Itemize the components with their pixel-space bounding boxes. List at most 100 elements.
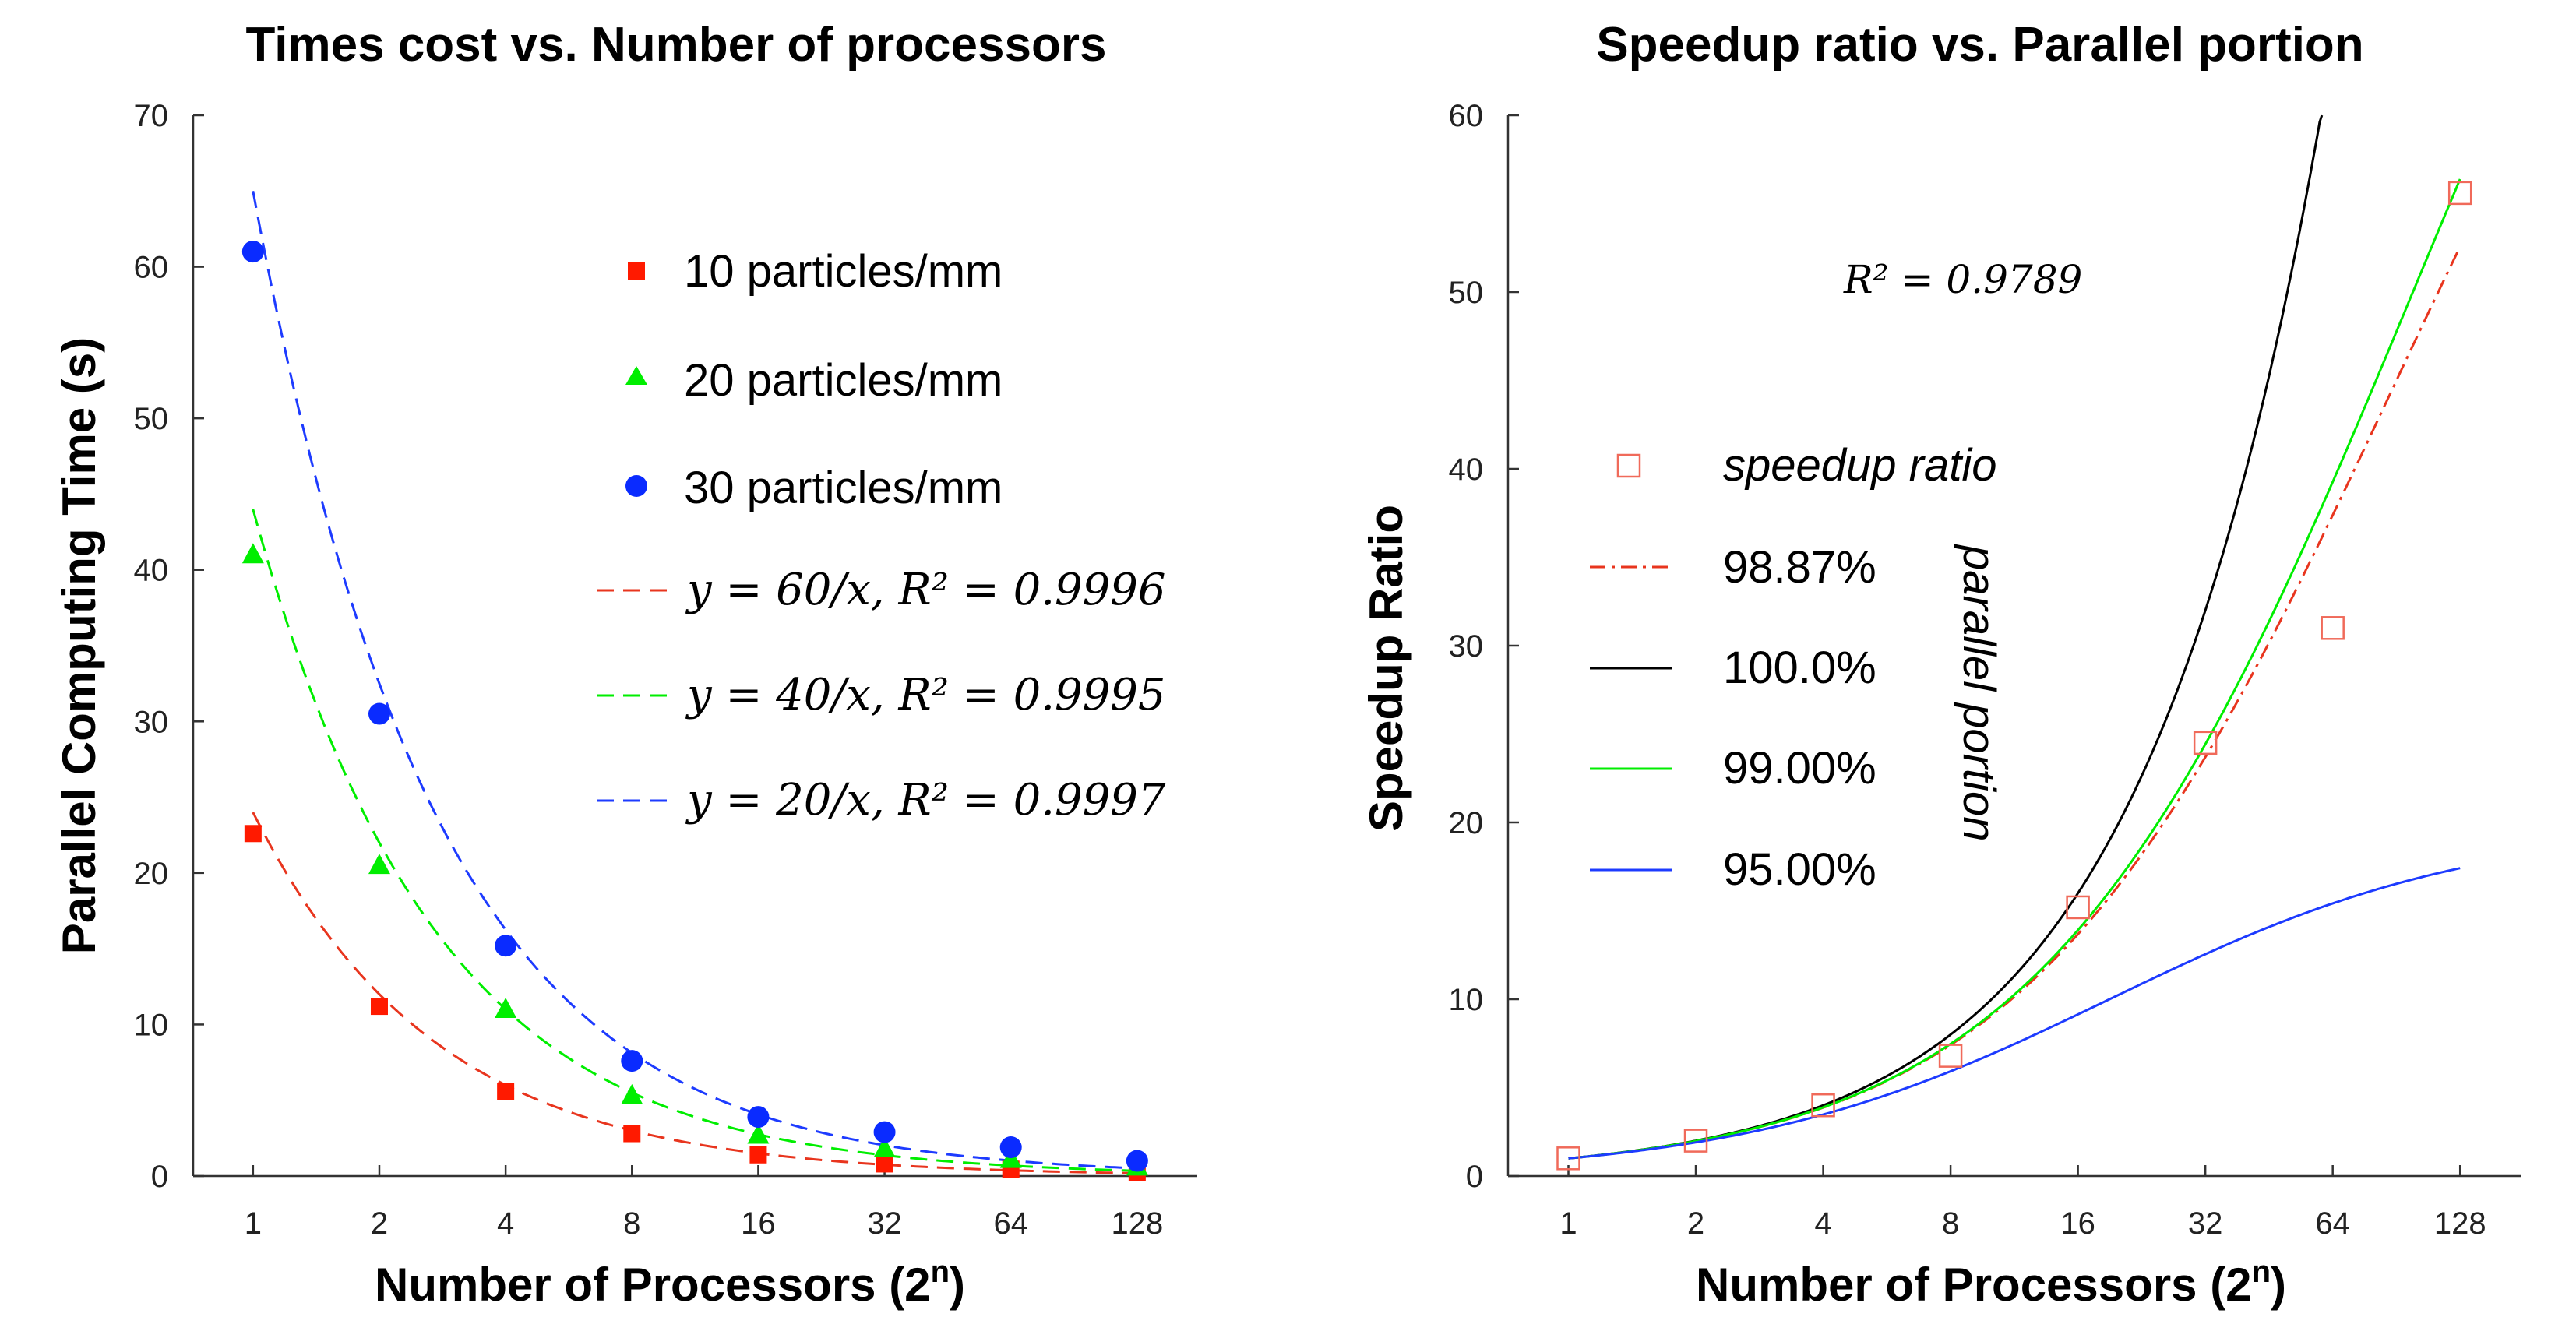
left-y-tick-label: 70	[134, 99, 169, 133]
right-x-axis-label-sup: n	[2252, 1255, 2271, 1289]
legend-label-98-87: 98.87%	[1723, 542, 1876, 593]
left-plot-area: 0 10 20 30 40 50 60 70 1 2 4 8 16 32 64 128	[134, 99, 1197, 1241]
speedup-ratio-point	[1938, 1044, 1963, 1068]
data-point-triangle	[747, 1123, 770, 1144]
speedup-ratio-point	[1683, 1129, 1708, 1153]
legend-label-95: 95.00%	[1723, 844, 1876, 895]
right-x-tick-label: 1	[1559, 1206, 1577, 1241]
right-speedup-markers	[1556, 181, 2472, 1171]
speedup-ratio-point	[2321, 616, 2345, 640]
right-x-tick-label: 4	[1814, 1206, 1831, 1241]
data-point-circle	[621, 1050, 643, 1072]
right-x-axis-label-main: Number of Processors (2	[1696, 1259, 2252, 1311]
fit-curve-1	[252, 812, 1137, 1174]
left-x-tick-label: 64	[993, 1206, 1028, 1241]
data-point-square	[623, 1125, 641, 1143]
legend-label-10-particles: 10 particles/mm	[684, 246, 1003, 297]
left-x-axis-label-close: )	[950, 1259, 965, 1311]
left-y-tick-label: 10	[134, 1008, 169, 1042]
left-x-tick-label: 32	[867, 1206, 902, 1241]
right-x-tick-label: 8	[1942, 1206, 1959, 1241]
speedup-curve-9500	[1568, 867, 2461, 1160]
legend-label-fit-20: y = 20/x, R² = 0.9997	[685, 775, 1166, 826]
fit-curve-3	[252, 191, 1137, 1170]
legend-label-speedup-ratio: speedup ratio	[1723, 440, 1996, 491]
legend-marker-30-particles	[625, 475, 647, 497]
right-speedup-curves	[1568, 114, 2461, 1160]
left-x-tick-label: 8	[623, 1206, 640, 1241]
data-point-circle	[495, 935, 517, 957]
data-point-circle	[873, 1121, 896, 1143]
right-y-tick-label: 50	[1449, 276, 1484, 310]
data-point-square	[749, 1146, 767, 1164]
data-point-triangle	[368, 854, 390, 875]
legend-title-parallel-portion: parallel portion	[1954, 544, 2004, 841]
left-x-axis-label: Number of Processors (2n)	[375, 1255, 965, 1311]
left-x-axis-label-sup: n	[931, 1255, 950, 1289]
speedup-ratio-point	[2447, 181, 2472, 206]
speedup-ratio-point	[1811, 1093, 1835, 1118]
right-x-tick-label: 2	[1687, 1206, 1704, 1241]
left-y-tick-label: 30	[134, 705, 169, 739]
speedup-ratio-point	[1556, 1146, 1580, 1171]
legend-marker-10-particles	[628, 262, 645, 280]
right-x-ticks: 1 2 4 8 16 32 64 128	[1559, 1165, 2486, 1241]
speedup-curve-9887	[1568, 246, 2461, 1160]
right-y-tick-label: 10	[1449, 983, 1484, 1017]
data-point-square	[497, 1083, 515, 1100]
speedup-ratio-point	[2066, 895, 2090, 920]
left-y-tick-label: 40	[134, 554, 169, 588]
right-y-ticks: 0 10 20 30 40 50 60	[1449, 99, 1519, 1194]
right-legend: speedup ratio 98.87% 100.0% 99.00% 95.00…	[1590, 440, 2004, 895]
right-x-axis-label-close: )	[2271, 1259, 2286, 1311]
legend-label-20-particles: 20 particles/mm	[684, 355, 1003, 406]
fit-curve-2	[252, 509, 1137, 1172]
data-point-circle	[368, 702, 390, 725]
left-data-markers	[241, 241, 1148, 1181]
right-x-tick-label: 16	[2060, 1206, 2095, 1241]
data-point-triangle	[873, 1136, 896, 1157]
right-chart: Speedup ratio vs. Parallel portion 01020…	[1360, 18, 2521, 1311]
right-x-tick-label: 64	[2315, 1206, 2350, 1241]
legend-label-100: 100.0%	[1723, 643, 1876, 693]
left-x-tick-label: 2	[371, 1206, 388, 1241]
right-y-tick-label: 60	[1449, 99, 1484, 133]
left-x-tick-label: 4	[497, 1206, 514, 1241]
right-x-tick-label: 32	[2188, 1206, 2223, 1241]
right-y-tick-label: 30	[1449, 629, 1484, 664]
data-point-circle	[241, 241, 264, 263]
right-y-tick-label: 0	[1466, 1160, 1483, 1194]
right-y-axis-label: Speedup Ratio	[1360, 505, 1412, 832]
right-chart-title: Speedup ratio vs. Parallel portion	[1596, 18, 2363, 72]
left-y-tick-label: 0	[151, 1160, 168, 1194]
left-x-ticks: 1 2 4 8 16 32 64 128	[245, 1165, 1163, 1241]
legend-marker-20-particles	[625, 366, 647, 385]
right-x-axis-label: Number of Processors (2n)	[1696, 1255, 2286, 1311]
data-point-circle	[747, 1106, 770, 1129]
legend-label-30-particles: 30 particles/mm	[684, 463, 1003, 513]
left-y-axis-label: Parallel Computing Time (s)	[53, 337, 105, 954]
data-point-square	[370, 998, 388, 1016]
r-squared-annotation: R² = 0.9789	[1843, 257, 2082, 302]
left-x-tick-label: 1	[245, 1206, 262, 1241]
speedup-curve-9900	[1568, 178, 2461, 1160]
right-x-tick-label: 128	[2434, 1206, 2486, 1241]
data-point-square	[876, 1155, 893, 1173]
legend-label-99: 99.00%	[1723, 743, 1876, 794]
left-fit-curves	[252, 191, 1137, 1174]
data-point-square	[244, 825, 262, 843]
right-y-tick-label: 20	[1449, 806, 1484, 840]
left-y-tick-label: 60	[134, 251, 169, 285]
right-plot-area: 0 10 20 30 40 50 60 1 2 4 8 16 32 64 128	[1449, 99, 2521, 1241]
left-y-tick-label: 20	[134, 857, 169, 891]
legend-label-fit-40: y = 40/x, R² = 0.9995	[685, 670, 1166, 720]
left-legend: 10 particles/mm 20 particles/mm 30 parti…	[597, 246, 1166, 826]
left-chart-title: Times cost vs. Number of processors	[246, 18, 1107, 72]
left-x-tick-label: 128	[1111, 1206, 1163, 1241]
data-point-triangle	[241, 543, 264, 564]
legend-label-fit-60: y = 60/x, R² = 0.9996	[685, 565, 1166, 615]
right-y-tick-label: 40	[1449, 452, 1484, 487]
data-point-circle	[999, 1136, 1022, 1159]
data-point-triangle	[621, 1083, 643, 1104]
